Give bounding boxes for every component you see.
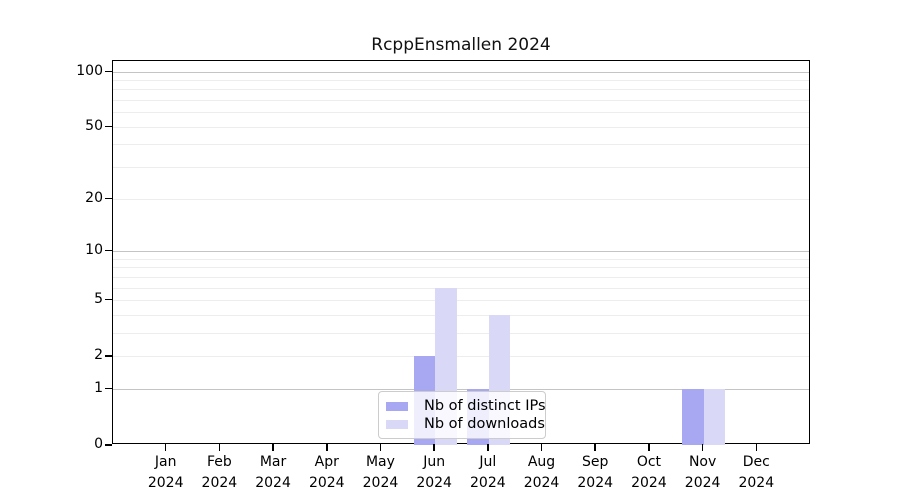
x-axis-tick xyxy=(701,444,704,451)
major-gridline xyxy=(113,250,809,252)
y-tick-label: 10 xyxy=(85,241,103,258)
bar-nov-series0 xyxy=(682,388,704,445)
x-tick-year: 2024 xyxy=(684,475,721,491)
plot-area: Nb of distinct IPs Nb of downloads xyxy=(112,60,810,445)
minor-gridline xyxy=(113,112,809,114)
x-tick-label: Jul 2024 xyxy=(453,452,523,494)
x-tick-label: Aug 2024 xyxy=(507,452,577,494)
x-axis-tick xyxy=(594,444,596,451)
x-axis-tick xyxy=(648,444,650,451)
y-axis-tick xyxy=(105,125,112,128)
x-tick-label: Nov 2024 xyxy=(668,452,738,494)
y-axis-tick xyxy=(105,444,112,446)
minor-gridline xyxy=(113,267,809,269)
x-tick-label: Apr 2024 xyxy=(292,452,362,494)
y-tick-label: 20 xyxy=(85,189,103,206)
x-axis-tick xyxy=(164,444,167,451)
y-axis-tick xyxy=(105,355,112,357)
x-tick-year: 2024 xyxy=(523,475,560,491)
x-tick-year: 2024 xyxy=(470,475,506,491)
legend-swatch-distinct-ips xyxy=(386,401,408,411)
y-tick-label: 50 xyxy=(85,117,103,134)
x-axis-tick xyxy=(326,444,328,451)
x-tick-year: 2024 xyxy=(308,475,345,491)
minor-gridline xyxy=(113,356,809,358)
y-axis-tick xyxy=(105,70,112,72)
y-tick-label: 0 xyxy=(94,436,103,452)
minor-gridline xyxy=(113,126,809,128)
x-axis-tick xyxy=(218,444,221,451)
x-axis-tick xyxy=(540,444,543,451)
bars-layer xyxy=(113,61,809,445)
minor-gridline xyxy=(113,258,809,260)
y-axis-tick xyxy=(105,197,112,200)
y-axis-tick xyxy=(105,387,112,390)
x-axis-tick xyxy=(379,444,382,451)
legend: Nb of distinct IPs Nb of downloads xyxy=(378,391,546,439)
minor-gridline xyxy=(113,198,809,200)
y-axis-tick xyxy=(105,249,112,252)
legend-label-distinct-ips: Nb of distinct IPs xyxy=(424,398,546,414)
minor-gridline xyxy=(113,100,809,102)
x-tick-label: Jan 2024 xyxy=(131,452,201,494)
y-tick-label: 100 xyxy=(76,62,103,79)
legend-item-downloads: Nb of downloads xyxy=(386,415,545,433)
chart-title: RcppEnsmallen 2024 xyxy=(371,35,551,55)
x-tick-year: 2024 xyxy=(631,475,667,491)
x-tick-year: 2024 xyxy=(577,475,614,491)
minor-gridline xyxy=(113,276,809,278)
x-axis-tick xyxy=(755,444,758,451)
x-tick-label: Dec 2024 xyxy=(721,452,791,494)
y-tick-label: 1 xyxy=(94,379,103,396)
x-axis-tick xyxy=(272,444,274,451)
x-axis-tick xyxy=(487,444,489,451)
x-axis-tick xyxy=(433,444,435,451)
minor-gridline xyxy=(113,167,809,169)
x-tick-label: Mar 2024 xyxy=(238,452,308,494)
x-tick-year: 2024 xyxy=(362,475,399,491)
x-tick-year: 2024 xyxy=(255,475,291,491)
x-tick-year: 2024 xyxy=(416,475,452,491)
y-axis-tick xyxy=(105,298,112,301)
bar-nov-series1 xyxy=(703,388,726,445)
x-tick-label: Oct 2024 xyxy=(614,452,684,494)
minor-gridline xyxy=(113,332,809,334)
legend-item-distinct-ips: Nb of distinct IPs xyxy=(386,397,546,415)
x-tick-label: Jun 2024 xyxy=(399,452,469,494)
major-gridline xyxy=(113,388,809,390)
x-tick-label: May 2024 xyxy=(345,452,415,494)
x-tick-label: Feb 2024 xyxy=(184,452,254,494)
x-tick-year: 2024 xyxy=(738,475,775,491)
major-gridline xyxy=(113,71,809,73)
minor-gridline xyxy=(113,89,809,91)
y-tick-label: 5 xyxy=(94,290,103,307)
x-tick-year: 2024 xyxy=(201,475,238,491)
minor-gridline xyxy=(113,287,809,289)
minor-gridline xyxy=(113,314,809,316)
minor-gridline xyxy=(113,299,809,301)
legend-swatch-downloads xyxy=(386,419,408,429)
y-tick-label: 2 xyxy=(94,347,103,364)
gridlines-layer xyxy=(113,61,809,443)
legend-label-downloads: Nb of downloads xyxy=(424,416,545,432)
minor-gridline xyxy=(113,144,809,146)
x-tick-year: 2024 xyxy=(147,475,184,491)
x-tick-label: Sep 2024 xyxy=(560,452,630,494)
minor-gridline xyxy=(113,79,809,81)
